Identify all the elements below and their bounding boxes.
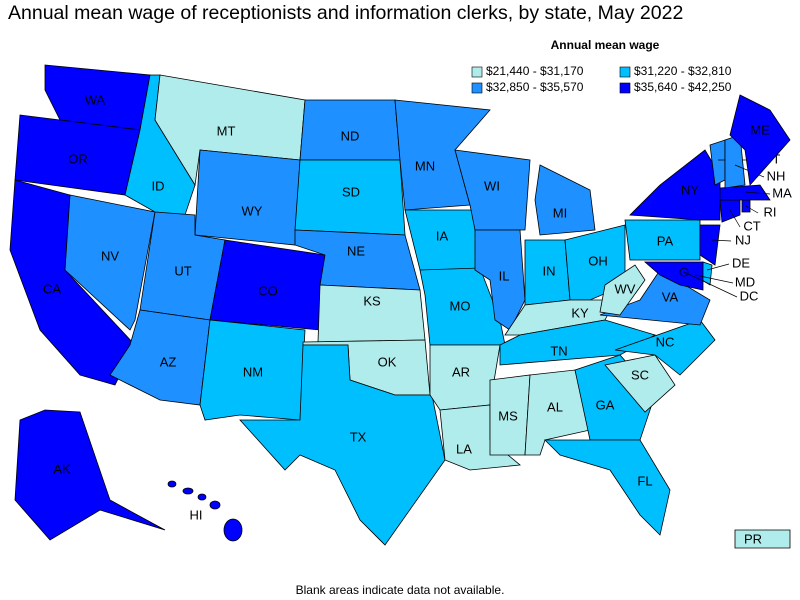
state-label: CT — [743, 218, 760, 233]
state — [474, 229, 526, 331]
state-label: IL — [499, 268, 510, 283]
legend-swatch — [471, 66, 483, 78]
state — [14, 409, 166, 541]
legend-label: $21,440 - $31,170 — [486, 64, 584, 78]
state-label: ME — [750, 122, 770, 137]
state — [734, 529, 791, 549]
state-label: ND — [341, 128, 360, 143]
state-label: MD — [735, 274, 755, 289]
state — [729, 94, 791, 186]
state-label: SC — [631, 367, 649, 382]
state-label: ID — [152, 178, 165, 193]
state-label: NC — [656, 334, 675, 349]
legend-swatch — [619, 82, 631, 94]
state — [544, 439, 671, 536]
state-label: OH — [588, 253, 608, 268]
state — [534, 164, 596, 236]
legend-title: Annual mean wage — [551, 38, 660, 52]
state-label: AR — [452, 364, 470, 379]
legend-swatch — [619, 66, 631, 78]
state — [629, 149, 721, 221]
state-label: NV — [101, 248, 119, 263]
leader-line — [706, 263, 730, 271]
state-label: IN — [543, 263, 556, 278]
state-label: SD — [342, 184, 360, 199]
state — [167, 480, 177, 488]
state-label: MA — [772, 185, 792, 200]
state-label: CA — [43, 281, 61, 296]
state-label: DE — [732, 255, 750, 270]
leader-line — [711, 239, 732, 242]
state-label: RI — [764, 204, 777, 219]
state-label: IA — [436, 228, 449, 243]
leader-line — [694, 274, 734, 284]
state-label: HI — [190, 507, 203, 522]
state-label: CO — [258, 283, 278, 298]
state-label: MN — [415, 158, 435, 173]
state — [209, 500, 221, 510]
state-label: LA — [456, 441, 472, 456]
state — [182, 487, 194, 495]
state — [604, 354, 676, 413]
state — [599, 264, 646, 316]
state-label: WI — [484, 178, 500, 193]
state — [719, 184, 771, 201]
state — [223, 518, 243, 542]
state-label: PR — [744, 531, 762, 546]
state-label: AZ — [160, 354, 177, 369]
map-title: Annual mean wage of receptionists and in… — [8, 2, 683, 24]
state-label: GA — [596, 397, 615, 412]
footnote: Blank areas indicate data not available. — [296, 583, 505, 597]
state — [499, 319, 657, 366]
legend: $21,440 - $31,170 $31,220 - $32,810 $32,85… — [471, 64, 732, 94]
state — [699, 224, 721, 266]
state-label: DC — [740, 288, 759, 303]
state — [239, 344, 446, 546]
state-label: NE — [347, 243, 365, 258]
state — [643, 261, 704, 291]
state — [199, 319, 306, 421]
state-label: NM — [243, 364, 263, 379]
state-label: WV — [615, 281, 636, 296]
legend-label: $32,850 - $35,570 — [486, 80, 584, 94]
state-label: AK — [53, 461, 71, 476]
state-label: OR — [68, 151, 88, 166]
state-label: VA — [662, 289, 679, 304]
state-label: MO — [450, 298, 471, 313]
state — [614, 319, 716, 376]
legend-label: $31,220 - $32,810 — [634, 64, 732, 78]
state-label: TN — [550, 343, 567, 358]
state-label: MT — [217, 123, 236, 138]
leader-line — [745, 205, 759, 214]
state-label: WY — [242, 203, 263, 218]
state-label: TX — [350, 429, 367, 444]
state — [489, 374, 531, 456]
state-label: PA — [657, 233, 674, 248]
state-label: MS — [498, 408, 518, 423]
state — [624, 219, 701, 261]
state-label: KS — [363, 293, 381, 308]
state — [194, 149, 301, 246]
state-label: MI — [553, 205, 567, 220]
state — [719, 199, 741, 223]
state-label: FL — [637, 473, 652, 488]
leader-line — [683, 271, 738, 298]
state — [197, 493, 207, 501]
state-label: NJ — [735, 232, 751, 247]
state-label: NY — [681, 182, 699, 197]
leader-line — [729, 209, 741, 228]
leader-line — [744, 191, 771, 195]
legend-swatch — [471, 82, 483, 94]
state-label: UT — [174, 263, 191, 278]
state-label: NH — [767, 168, 786, 183]
state-label: KY — [571, 305, 589, 320]
us-map: WA OR CA NV ID MT WY UT AZ CO NM ND SD NE KS OK TX MN IA MO… — [9, 64, 792, 549]
state — [64, 194, 156, 331]
legend-label: $35,640 - $42,250 — [634, 80, 732, 94]
state-label: OK — [378, 354, 397, 369]
state-label: AL — [547, 399, 563, 414]
state-label: WA — [85, 92, 106, 107]
